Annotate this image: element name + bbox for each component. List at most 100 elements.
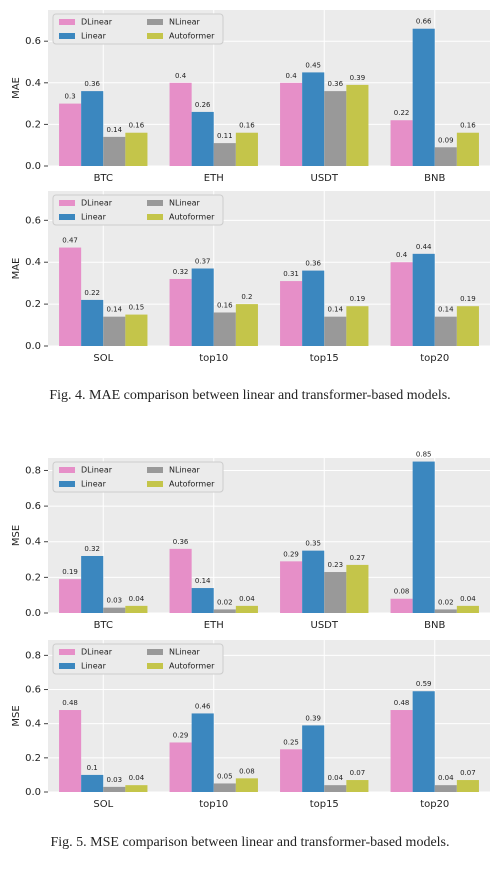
- value-label: 0.02: [217, 598, 233, 606]
- caption: Fig. 5. MSE comparison between linear an…: [50, 835, 449, 850]
- bar: [412, 461, 435, 613]
- value-label: 0.14: [107, 306, 123, 314]
- bar: [302, 725, 325, 792]
- y-tick-label: 0.4: [25, 257, 41, 268]
- value-label: 0.05: [217, 772, 233, 780]
- x-tick-label: USDT: [311, 173, 339, 184]
- value-label: 0.85: [416, 451, 432, 459]
- legend-swatch: [147, 649, 163, 655]
- legend-box: [52, 643, 224, 675]
- value-label: 0.04: [438, 774, 454, 782]
- value-label: 0.16: [129, 122, 145, 130]
- bar: [434, 316, 457, 346]
- legend-swatch: [59, 481, 75, 487]
- y-tick-label: 0.4: [25, 78, 41, 89]
- bar: [125, 314, 148, 346]
- legend-swatch: [59, 649, 75, 655]
- bar: [456, 132, 479, 166]
- value-label: 0.48: [62, 699, 78, 707]
- bar: [213, 143, 236, 166]
- bar: [324, 316, 347, 346]
- x-tick-label: SOL: [93, 353, 113, 364]
- bar: [103, 607, 126, 613]
- value-label: 0.08: [394, 588, 410, 596]
- bar: [103, 316, 126, 346]
- bar: [280, 82, 303, 166]
- legend-swatch: [59, 19, 75, 25]
- legend-label: DLinear: [81, 18, 113, 27]
- value-label: 0.1: [87, 764, 98, 772]
- legend-swatch: [147, 467, 163, 473]
- legend-swatch: [59, 663, 75, 669]
- bar: [324, 572, 347, 613]
- legend-label: DLinear: [81, 199, 113, 208]
- value-label: 0.19: [460, 295, 476, 303]
- value-label: 0.08: [239, 767, 255, 775]
- value-label: 0.22: [84, 289, 100, 297]
- y-tick-label: 0.0: [25, 341, 41, 352]
- y-tick-label: 0.2: [25, 753, 41, 764]
- legend-box: [52, 461, 224, 493]
- value-label: 0.47: [62, 237, 78, 245]
- bar: [346, 780, 369, 792]
- bar: [324, 785, 347, 792]
- bar: [302, 550, 325, 613]
- bar: [213, 783, 236, 792]
- bar: [346, 564, 369, 613]
- value-label: 0.32: [84, 545, 100, 553]
- legend-swatch: [59, 467, 75, 473]
- value-label: 0.07: [460, 769, 476, 777]
- bar: [125, 605, 148, 613]
- value-label: 0.03: [107, 597, 123, 605]
- value-label: 0.07: [350, 769, 366, 777]
- value-label: 0.4: [396, 251, 408, 259]
- value-label: 0.31: [283, 270, 299, 278]
- bar: [59, 579, 82, 613]
- value-label: 0.22: [394, 109, 410, 117]
- value-label: 0.37: [195, 258, 211, 266]
- bar: [59, 710, 82, 792]
- y-tick-label: 0.8: [25, 465, 41, 476]
- bar: [302, 72, 325, 166]
- bar: [81, 299, 104, 346]
- bar: [346, 84, 369, 166]
- bar: [191, 268, 214, 346]
- value-label: 0.14: [438, 306, 454, 314]
- value-label: 0.23: [328, 561, 344, 569]
- y-tick-label: 0.6: [25, 501, 41, 512]
- value-label: 0.36: [173, 538, 189, 546]
- value-label: 0.19: [350, 295, 366, 303]
- bar: [191, 713, 214, 792]
- legend-label: Linear: [81, 213, 107, 222]
- y-tick-label: 0.6: [25, 215, 41, 226]
- bar: [169, 82, 192, 166]
- y-tick-label: 0.2: [25, 572, 41, 583]
- legend-label: Autoformer: [169, 662, 215, 671]
- value-label: 0.48: [394, 699, 410, 707]
- value-label: 0.14: [195, 577, 211, 585]
- bar: [390, 598, 413, 613]
- x-tick-label: BNB: [424, 173, 445, 184]
- bar: [412, 691, 435, 792]
- value-label: 0.25: [283, 738, 299, 746]
- value-label: 0.4: [175, 72, 187, 80]
- bar: [456, 780, 479, 792]
- bar: [81, 774, 104, 792]
- value-label: 0.04: [129, 595, 145, 603]
- y-tick-label: 0.4: [25, 537, 41, 548]
- y-axis-label: MSE: [11, 525, 22, 546]
- value-label: 0.4: [286, 72, 298, 80]
- y-tick-label: 0.0: [25, 161, 41, 172]
- legend-swatch: [59, 33, 75, 39]
- bar: [346, 306, 369, 346]
- bar: [280, 281, 303, 346]
- legend-swatch: [147, 200, 163, 206]
- bar: [456, 605, 479, 613]
- bar: [324, 91, 347, 166]
- value-label: 0.15: [129, 304, 145, 312]
- bar: [81, 91, 104, 166]
- bar: [213, 312, 236, 346]
- bar: [213, 609, 236, 613]
- value-label: 0.29: [173, 731, 189, 739]
